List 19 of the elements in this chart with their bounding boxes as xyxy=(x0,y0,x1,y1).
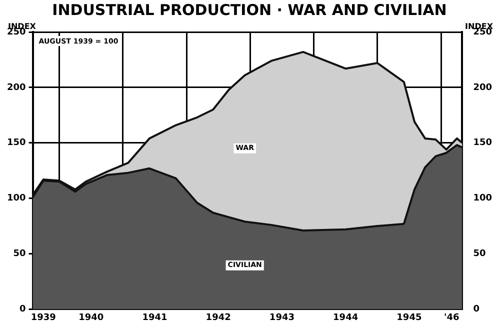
x-tick-label: 1939 xyxy=(30,312,56,323)
x-tick-label: 1941 xyxy=(142,312,168,323)
x-tick-label: 1940 xyxy=(78,312,104,323)
y-tick-label: 200 xyxy=(6,82,26,93)
y-tick-label: 0 xyxy=(20,304,26,315)
y2-tick-label: 0 xyxy=(473,304,480,315)
chart-title: INDUSTRIAL PRODUCTION · WAR AND CIVILIAN xyxy=(52,0,447,19)
y2-tick-label: 50 xyxy=(473,249,486,260)
x-tick-label: 1944 xyxy=(333,312,358,323)
y-tick-label: 50 xyxy=(13,249,26,260)
y-tick-label: 100 xyxy=(6,194,26,204)
y2-tick-label: 100 xyxy=(473,194,492,204)
y-tick-label: 150 xyxy=(6,138,26,148)
y2-tick-label: 150 xyxy=(473,138,492,148)
x-tick-label: '46 xyxy=(444,312,460,323)
x-tick-label: 1945 xyxy=(396,312,422,323)
y2-tick-label: 200 xyxy=(473,82,492,93)
x-tick-label: 1943 xyxy=(269,312,294,323)
x-tick-label: 1942 xyxy=(206,312,231,323)
